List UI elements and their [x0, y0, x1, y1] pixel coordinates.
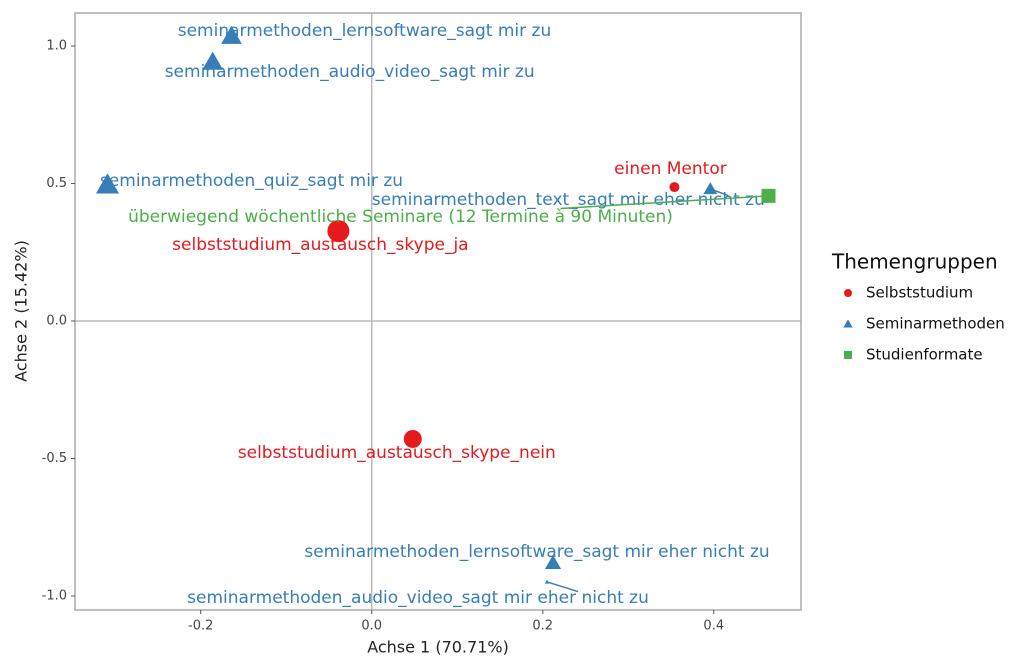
y-tick-label: 0.5 [46, 176, 67, 191]
point [221, 25, 242, 44]
legend-marker [843, 319, 853, 328]
point [403, 429, 422, 448]
x-tick-label: 0.0 [361, 619, 382, 634]
point [95, 173, 119, 194]
legend-label: Selbststudium [866, 284, 973, 302]
point [669, 182, 680, 193]
y-tick-label: 0.0 [46, 313, 67, 328]
point [327, 220, 350, 243]
y-tick-label: -1.0 [42, 588, 67, 603]
point [761, 188, 776, 203]
point [544, 579, 550, 584]
x-tick-label: 0.4 [703, 619, 724, 634]
legend-title: Themengruppen [831, 250, 998, 274]
label-connector [560, 195, 769, 210]
legend-marker [844, 351, 852, 359]
y-axis-title: Achse 2 (15.42%) [12, 240, 31, 382]
legend-label: Seminarmethoden [866, 315, 1005, 333]
point-label: selbststudium_austausch_skype_ja [172, 235, 468, 255]
point [703, 182, 718, 195]
point-label: seminarmethoden_audio_video_sagt mir ehe… [187, 588, 649, 608]
legend-marker [844, 289, 852, 297]
label-connector [546, 581, 579, 593]
point-label: überwiegend wöchentliche Seminare (12 Te… [128, 207, 673, 227]
y-tick-label: 1.0 [46, 38, 67, 53]
point-label: seminarmethoden_audio_video_sagt mir zu [165, 62, 535, 82]
point [544, 554, 562, 570]
point-label: seminarmethoden_quiz_sagt mir zu [100, 171, 403, 191]
x-axis-title: Achse 1 (70.71%) [367, 638, 509, 657]
x-tick-label: 0.2 [532, 619, 553, 634]
point-label: seminarmethoden_text_sagt mir eher nicht… [372, 190, 765, 210]
plot-frame [74, 12, 802, 611]
point-label: selbststudium_austausch_skype_nein [238, 443, 556, 463]
point-label: einen Mentor [614, 159, 727, 179]
point-label: seminarmethoden_lernsoftware_sagt mir zu [178, 21, 552, 41]
point [202, 51, 224, 70]
y-tick-label: -0.5 [42, 451, 67, 466]
point-label: seminarmethoden_lernsoftware_sagt mir eh… [304, 542, 769, 562]
legend-label: Studienformate [866, 346, 983, 364]
x-tick-label: -0.2 [188, 619, 213, 634]
